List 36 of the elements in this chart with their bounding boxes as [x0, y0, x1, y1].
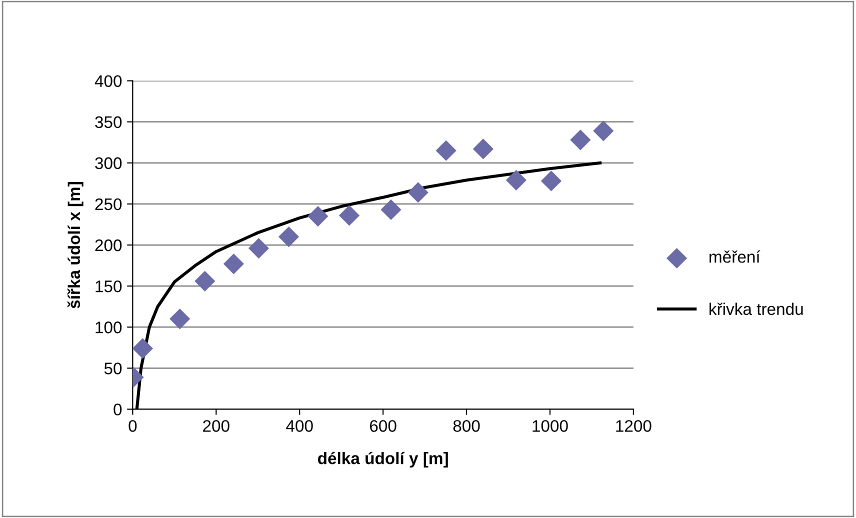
x-tick-label: 0	[128, 420, 137, 432]
x-tick-label: 800	[453, 420, 480, 432]
point	[308, 206, 328, 227]
point	[338, 205, 360, 226]
point	[506, 170, 526, 190]
point	[408, 182, 428, 203]
y-tick-label: 250	[95, 198, 122, 210]
point	[380, 199, 402, 220]
point	[472, 138, 494, 160]
x-tick-label: 600	[370, 420, 396, 432]
point	[248, 238, 270, 259]
x-tick-label: 1200	[616, 420, 652, 432]
y-tick-label: 400	[94, 75, 122, 88]
y-tick-label: 350	[95, 116, 122, 128]
y-tick-label: 200	[95, 239, 122, 252]
legend-label: měření	[710, 250, 760, 263]
point	[194, 270, 216, 292]
x-tick-label: 400	[286, 420, 313, 432]
point	[540, 170, 562, 192]
x-tick-label: 1000	[532, 420, 568, 432]
point	[436, 140, 456, 161]
point	[223, 254, 244, 274]
point	[278, 226, 300, 248]
y-tick-label: 150	[96, 280, 122, 292]
x-axis-title: délka údolí y [m]	[318, 452, 448, 468]
point	[593, 120, 614, 142]
point	[570, 130, 591, 150]
point	[132, 338, 153, 359]
y-tick-label: 100	[96, 322, 122, 334]
y-axis-title: šířka údolí x [m]	[67, 182, 84, 308]
x-tick-label: 200	[203, 420, 230, 432]
legend-label: křivka trendu	[710, 302, 803, 315]
y-tick-label: 0	[114, 404, 122, 416]
y-tick-label: 50	[104, 362, 122, 374]
point	[170, 308, 190, 330]
y-tick-label: 300	[95, 157, 122, 170]
